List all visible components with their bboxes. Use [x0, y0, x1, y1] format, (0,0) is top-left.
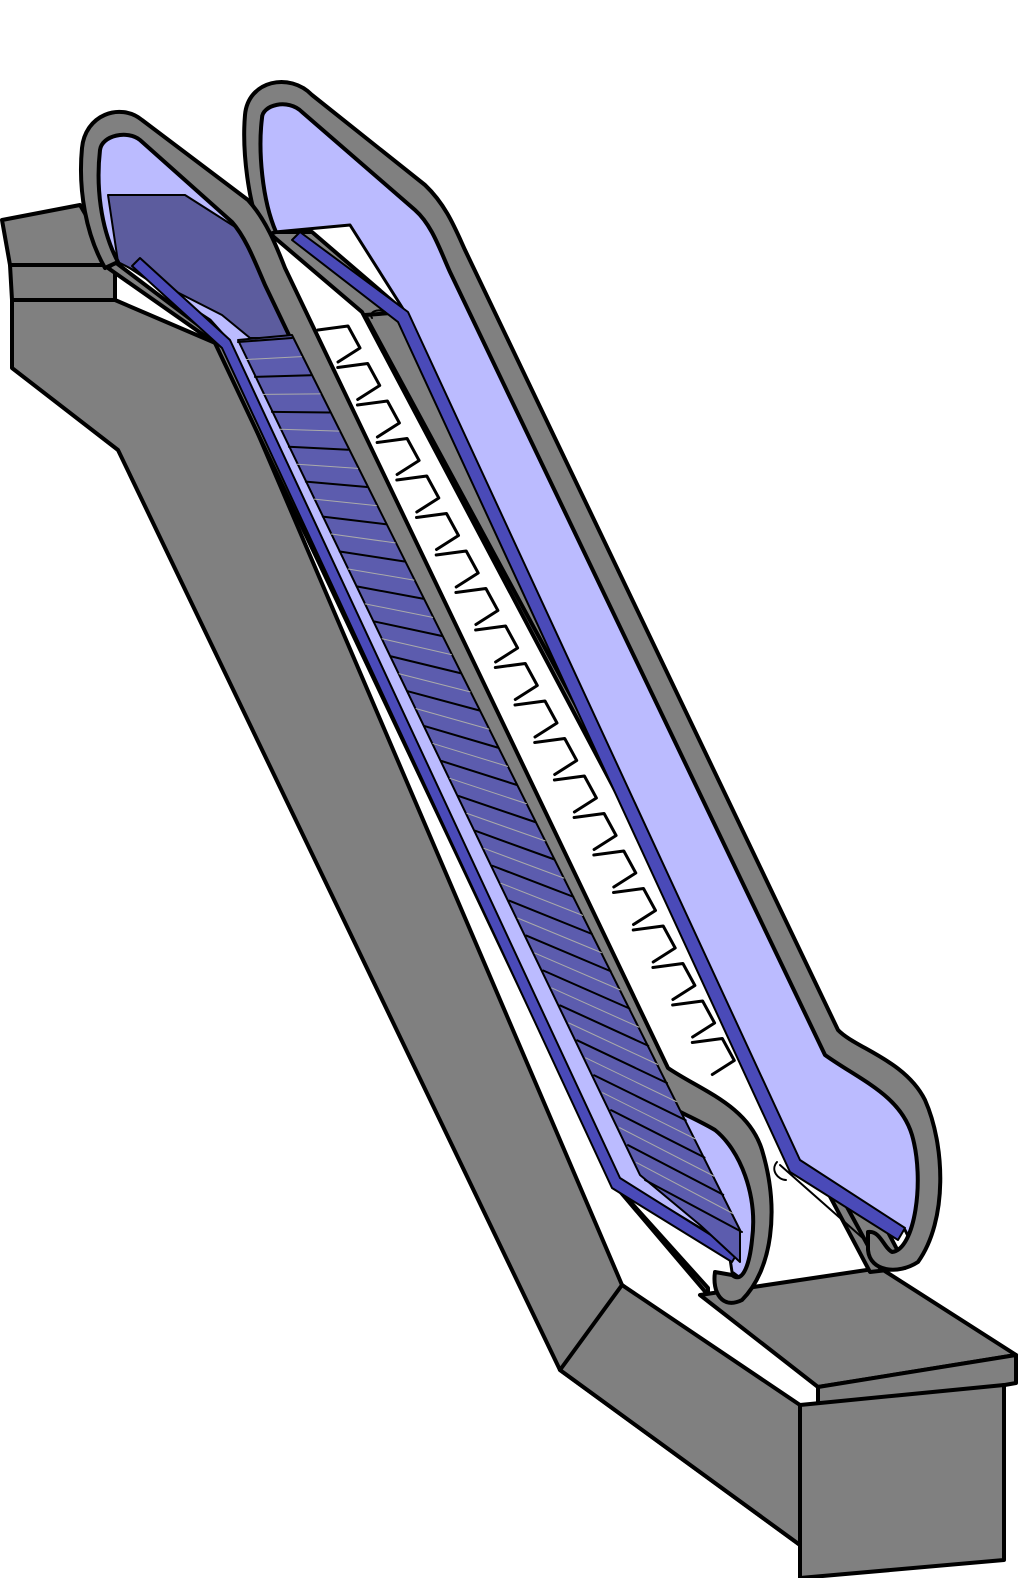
step-edge: [517, 917, 602, 954]
step-edge: [355, 585, 425, 600]
comb-plate-bottom: [370, 309, 866, 1241]
step-edge: [406, 690, 481, 712]
right-skirt-strip: [291, 231, 906, 1241]
step-band: [237, 334, 743, 1263]
tread-edge: [513, 699, 559, 739]
step-edge: [483, 847, 565, 879]
step-edge: [542, 969, 631, 1010]
tread-edge: [415, 512, 460, 551]
tread-edge: [592, 849, 638, 889]
step-edge: [330, 533, 396, 544]
step-edge: [372, 620, 443, 637]
step-edge: [253, 374, 312, 378]
step-edge: [534, 952, 621, 991]
tread-group: [316, 324, 736, 1076]
left-handrail: [78, 109, 774, 1305]
step-edge: [610, 1109, 706, 1159]
tread-edge: [434, 549, 480, 589]
tread-edge: [395, 474, 441, 514]
step-edge: [500, 882, 584, 916]
step-edge: [338, 550, 406, 563]
step-edge: [551, 987, 640, 1028]
lower-landing-base: [798, 1383, 1006, 1578]
step-edge: [364, 603, 434, 618]
step-edge: [449, 777, 527, 805]
tread-edge: [454, 587, 500, 626]
step-edge: [466, 812, 546, 842]
step-edge: [568, 1022, 659, 1065]
tread-edge: [316, 324, 362, 364]
tread-edge: [355, 399, 401, 439]
step-edge: [491, 864, 575, 898]
tread-edge: [612, 887, 657, 926]
step-group: [237, 337, 743, 1233]
tread-edge: [671, 999, 717, 1039]
step-edge: [287, 445, 350, 451]
tread-edge: [651, 962, 697, 1001]
upper-landing-front: [8, 263, 117, 302]
step-edge: [644, 1179, 743, 1233]
tread-edge: [336, 362, 382, 401]
step-edge: [636, 1162, 734, 1214]
step-edge: [279, 428, 340, 432]
step-edge: [508, 899, 593, 935]
lower-landing-side: [558, 1283, 802, 1547]
step-edge: [304, 480, 368, 488]
step-edge: [576, 1039, 668, 1084]
step-edge: [619, 1127, 715, 1177]
step-edge: [474, 829, 556, 861]
step-edge: [262, 393, 321, 395]
step-edge: [313, 498, 377, 507]
step-edge: [627, 1144, 725, 1196]
tread-edge: [375, 437, 421, 476]
tread-edge: [631, 924, 677, 964]
tread-edge: [572, 812, 618, 851]
step-edge: [525, 934, 612, 973]
right-handrail: [242, 80, 943, 1272]
step-edge: [457, 794, 537, 824]
step-edge: [389, 655, 462, 675]
step-edge: [398, 673, 471, 693]
step-edge: [559, 1004, 650, 1047]
tread-edge: [533, 737, 579, 776]
comb-plate-top: [370, 309, 386, 319]
step-edge: [423, 725, 500, 749]
truss-top-rail-left: [106, 260, 710, 1297]
comb-plate-line: [773, 1161, 866, 1241]
tread-edge: [552, 774, 598, 814]
left-skirt-strip: [131, 257, 739, 1263]
step-edge: [245, 356, 302, 360]
step-edge: [440, 760, 518, 786]
step-edge: [270, 410, 331, 414]
tread-edge: [493, 662, 539, 701]
step-edge: [432, 743, 509, 767]
step-edge: [381, 638, 452, 656]
step-edge: [415, 708, 490, 730]
step-edge: [237, 337, 293, 343]
step-edge: [347, 568, 415, 581]
step-edge: [321, 515, 387, 526]
step-edge: [585, 1057, 677, 1103]
step-edge: [602, 1092, 696, 1140]
step-edge: [593, 1074, 687, 1122]
tread-edge: [690, 1037, 736, 1076]
right-balustrade: [242, 80, 943, 1272]
step-edge: [296, 463, 359, 469]
tread-edge: [474, 624, 520, 664]
